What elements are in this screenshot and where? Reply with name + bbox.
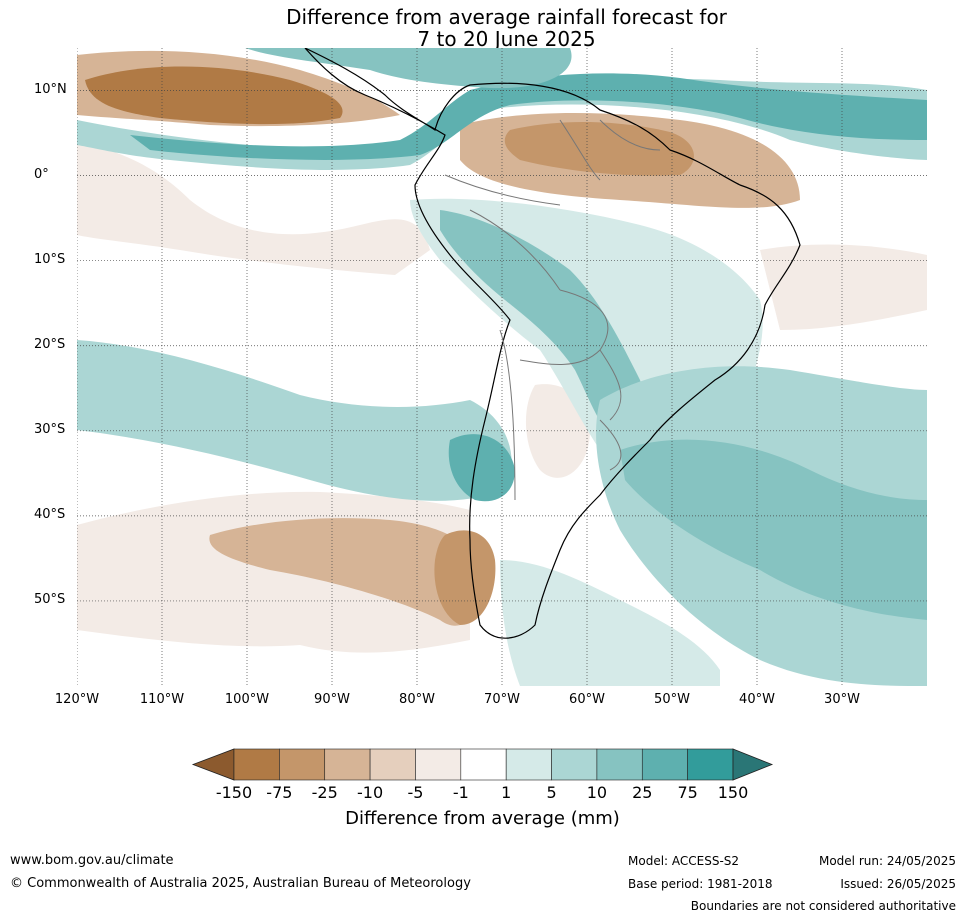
longitude-label: 110°W	[139, 692, 185, 707]
map-gridlines	[77, 48, 927, 686]
issued-date: Issued: 26/05/2025	[840, 877, 956, 891]
latitude-label: 20°S	[34, 336, 66, 352]
colorbar-tick-label: 5	[546, 783, 557, 802]
wet-anomaly-south-atlantic	[500, 560, 720, 686]
chart-title-line2: 7 to 20 June 2025	[417, 27, 596, 51]
colorbar-segment	[641, 748, 688, 781]
colorbar-tick-label: -75	[266, 783, 293, 802]
longitude-label: 120°W	[54, 692, 100, 707]
colorbar-segment	[233, 748, 280, 781]
colorbar-tick-label: 150	[717, 783, 749, 802]
wet-anomaly-caribbean	[245, 48, 572, 89]
colorbar-tick-label: 10	[586, 783, 608, 802]
longitude-label: 70°W	[484, 692, 520, 707]
colorbar-tick-label: 25	[632, 783, 653, 802]
country-borders	[444, 119, 661, 501]
strong-wet-anomaly-southeast	[620, 439, 927, 620]
chart-title-line1: Difference from average rainfall forecas…	[286, 5, 727, 29]
colorbar-segment	[551, 748, 598, 781]
model-run-date: Model run: 24/05/2025	[818, 854, 956, 868]
latitude-label: 30°S	[34, 421, 66, 437]
latitude-label: 50°S	[34, 591, 66, 607]
colorbar	[191, 748, 774, 781]
longitude-label: 40°W	[739, 692, 775, 707]
latitude-label: 10°S	[34, 251, 66, 267]
latitude-label: 0°	[34, 166, 49, 182]
website-link[interactable]: www.bom.gov.au/climate	[10, 853, 174, 868]
longitude-label: 100°W	[224, 692, 270, 707]
latitude-label: 40°S	[34, 506, 66, 522]
colorbar-segment	[687, 748, 734, 781]
colorbar-segment	[460, 748, 507, 781]
colorbar-segment	[415, 748, 462, 781]
dry-anomaly-patagonia-ocean	[209, 518, 485, 626]
boundary-disclaimer: Boundaries are not considered authoritat…	[690, 899, 956, 913]
colorbar-segment	[369, 748, 416, 781]
colorbar-tick-label: -10	[357, 783, 384, 802]
strong-wet-anomaly-itcz	[130, 73, 927, 160]
colorbar-tick-label: -5	[407, 783, 424, 802]
longitude-label: 50°W	[654, 692, 690, 707]
base-period: Base period: 1981-2018	[628, 877, 773, 891]
strong-dry-anomaly-venezuela	[504, 121, 694, 176]
copyright-text: © Commonwealth of Australia 2025, Austra…	[10, 876, 471, 891]
dry-anomaly-east-pacific	[77, 140, 430, 275]
colorbar-tick-label: -1	[452, 783, 469, 802]
wet-anomaly-amazon-core	[440, 210, 644, 445]
model-name: Model: ACCESS-S2	[628, 854, 740, 868]
wet-anomaly-south-pacific	[77, 340, 512, 501]
colorbar-segment	[279, 748, 326, 781]
latitude-label: 10°N	[34, 81, 67, 97]
colorbar-extend-low	[191, 748, 235, 781]
colorbar-tick-label: 75	[677, 783, 698, 802]
longitude-label: 60°W	[569, 692, 605, 707]
strong-dry-anomaly-chile	[434, 530, 496, 625]
strong-wet-anomaly-central-chile	[448, 434, 515, 502]
longitude-label: 90°W	[314, 692, 350, 707]
colorbar-segment	[596, 748, 643, 781]
strong-dry-anomaly-pacific	[85, 66, 343, 125]
colorbar-tick-label: -150	[215, 783, 253, 802]
colorbar-segment	[324, 748, 371, 781]
colorbar-segment	[505, 748, 552, 781]
colorbar-label: Difference from average (mm)	[345, 808, 620, 829]
colorbar-extend-high	[732, 748, 774, 781]
colorbar-tick-label: 1	[501, 783, 512, 802]
longitude-label: 30°W	[824, 692, 860, 707]
colorbar-tick-label: -25	[311, 783, 338, 802]
dry-anomaly-atlantic	[760, 244, 927, 330]
south-america-coastline	[304, 48, 801, 639]
longitude-label: 80°W	[399, 692, 435, 707]
